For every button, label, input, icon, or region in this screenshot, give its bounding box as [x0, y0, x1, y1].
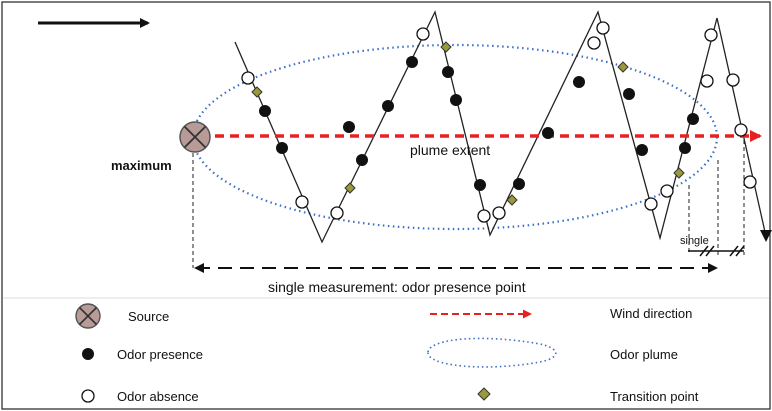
absence-point [596, 21, 610, 35]
legend-plume-icon [427, 337, 557, 368]
trajectory-arrowhead-icon [760, 230, 772, 242]
presence-point [573, 76, 585, 88]
absence-point [416, 27, 430, 41]
transition-point [344, 182, 356, 194]
presence-point [474, 179, 486, 191]
legend-transition-icon [477, 387, 491, 401]
presence-point [343, 121, 355, 133]
plume-extent-label: plume extent [410, 142, 490, 158]
legend-transition-label: Transition point [610, 389, 699, 404]
absence-point [492, 206, 506, 220]
absence-point [700, 74, 714, 88]
presence-point [687, 113, 699, 125]
presence-point [356, 154, 368, 166]
absence-point [241, 71, 255, 85]
transition-point [506, 194, 518, 206]
absence-point [726, 73, 740, 87]
absence-point [704, 28, 718, 42]
absence-point [587, 36, 601, 50]
absence-point [734, 123, 748, 137]
legend-plume-label: Odor plume [610, 347, 678, 362]
presence-point [636, 144, 648, 156]
absence-point [660, 184, 674, 198]
absence-point [644, 197, 658, 211]
absence-point [295, 195, 309, 209]
maximum-label: maximum [111, 158, 172, 173]
legend-absence-icon [81, 389, 95, 403]
legend-source-label: Source [128, 309, 169, 324]
transition-point [440, 41, 452, 53]
presence-point [679, 142, 691, 154]
presence-point [406, 56, 418, 68]
presence-point [442, 66, 454, 78]
single-measure-bar [688, 245, 745, 257]
transition-point [673, 167, 685, 179]
guide-lines [192, 140, 745, 268]
absence-point [330, 206, 344, 220]
legend: Source Wind direction Odor presence Odor… [75, 303, 699, 404]
legend-source-icon [75, 303, 101, 329]
presence-point [259, 105, 271, 117]
source-icon [179, 121, 211, 153]
transition-points [251, 41, 685, 206]
presence-points [259, 56, 699, 191]
absence-point [743, 175, 757, 189]
legend-wind-label: Wind direction [610, 306, 692, 321]
single-label: single [680, 235, 709, 247]
presence-point [382, 100, 394, 112]
presence-point [450, 94, 462, 106]
presence-point [623, 88, 635, 100]
measurement-label: single measurement: odor presence point [268, 279, 526, 295]
legend-presence-icon [82, 348, 94, 360]
presence-point [513, 178, 525, 190]
transition-point [617, 61, 629, 73]
presence-point [542, 127, 554, 139]
transition-point [251, 86, 263, 98]
legend-absence-label: Odor absence [117, 389, 199, 404]
sampling-trajectory [234, 10, 766, 244]
absence-points [241, 21, 757, 223]
presence-point [276, 142, 288, 154]
legend-presence-label: Odor presence [117, 347, 203, 362]
absence-point [477, 209, 491, 223]
